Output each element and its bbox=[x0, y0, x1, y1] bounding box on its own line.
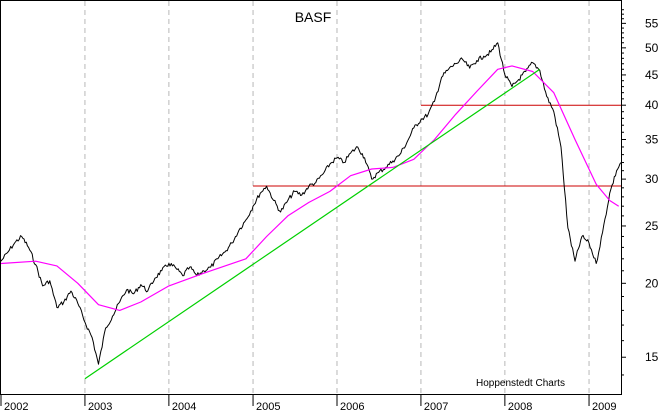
x-tick-label-2007: 2007 bbox=[424, 401, 448, 412]
y-tick-label-45: 45 bbox=[645, 68, 659, 82]
x-tick-label-2004: 2004 bbox=[172, 401, 196, 412]
x-tick-label-2002: 2002 bbox=[4, 401, 28, 412]
chart-credit: Hoppenstedt Charts bbox=[476, 378, 565, 389]
x-axis-ticks: 2002 2003 2004 2005 2006 2007 2008 2009 bbox=[0, 394, 617, 412]
price-line bbox=[0, 42, 622, 365]
y-axis: 15 20 25 30 35 40 45 50 55 bbox=[621, 9, 659, 376]
x-tick-label-2008: 2008 bbox=[508, 401, 532, 412]
x-tick-label-2009: 2009 bbox=[592, 401, 616, 412]
resistance-lines bbox=[253, 104, 621, 187]
x-tick-label-2003: 2003 bbox=[88, 401, 112, 412]
x-tick-label-2005: 2005 bbox=[256, 401, 280, 412]
x-tick-label-2006: 2006 bbox=[340, 401, 364, 412]
y-tick-label-30: 30 bbox=[645, 172, 659, 186]
chart-title: BASF bbox=[295, 9, 332, 25]
y-tick-label-25: 25 bbox=[645, 219, 659, 233]
price-series bbox=[0, 42, 622, 380]
y-tick-label-20: 20 bbox=[645, 276, 659, 290]
moving-average-line bbox=[0, 65, 620, 311]
y-tick-label-40: 40 bbox=[645, 98, 659, 112]
y-tick-label-55: 55 bbox=[645, 16, 659, 30]
y-tick-label-15: 15 bbox=[645, 350, 659, 364]
year-grid bbox=[84, 1, 590, 394]
trend-line bbox=[84, 68, 541, 380]
y-tick-label-35: 35 bbox=[645, 133, 659, 147]
y-tick-label-50: 50 bbox=[645, 41, 659, 55]
plot-frame bbox=[0, 0, 622, 395]
